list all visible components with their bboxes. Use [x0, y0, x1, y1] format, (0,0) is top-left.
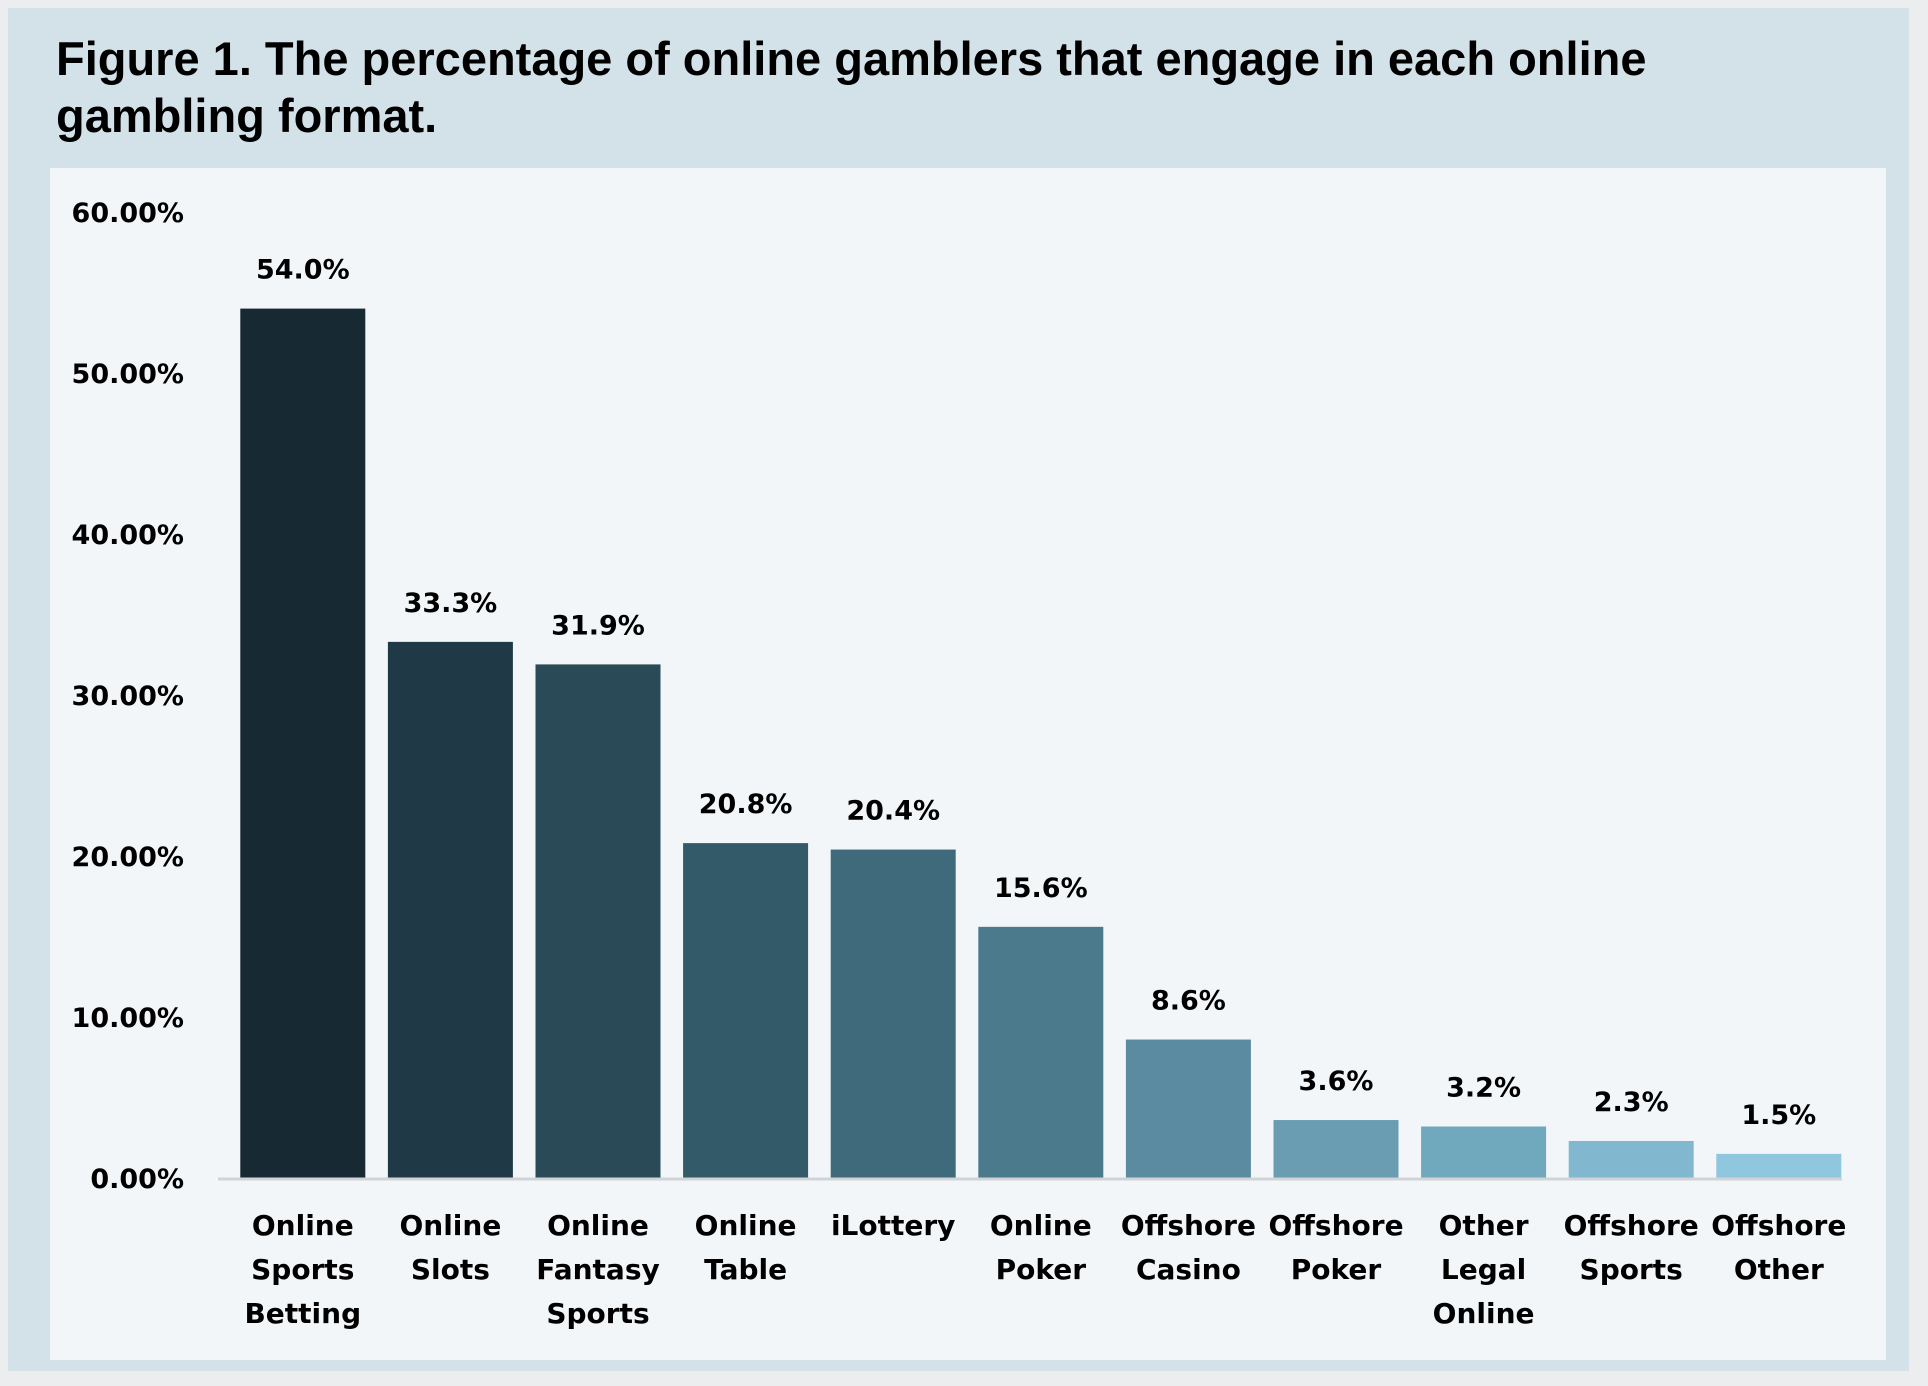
x-tick-label: Offshore	[1268, 1209, 1403, 1242]
data-label: 31.9%	[551, 610, 645, 641]
y-tick-label: 30.00%	[72, 681, 184, 712]
x-tick-label: Sports	[546, 1297, 649, 1330]
x-tick-label: Offshore	[1121, 1209, 1256, 1242]
y-tick-label: 50.00%	[72, 359, 184, 390]
x-tick-label: Online	[1433, 1297, 1535, 1330]
x-tick-label: Poker	[1291, 1253, 1382, 1286]
bar	[1421, 1126, 1547, 1178]
data-label: 20.4%	[846, 796, 940, 827]
x-tick-label: Online	[252, 1209, 354, 1242]
x-tick-label: Slots	[411, 1253, 490, 1286]
bar	[1125, 1039, 1251, 1178]
figure-frame: Figure 1. The percentage of online gambl…	[8, 8, 1909, 1371]
y-tick-label: 40.00%	[72, 520, 184, 551]
data-label: 33.3%	[404, 588, 498, 619]
x-tick-label: Offshore	[1564, 1209, 1699, 1242]
data-label: 20.8%	[699, 789, 793, 820]
x-tick-label: Online	[990, 1209, 1092, 1242]
figure-title: Figure 1. The percentage of online gambl…	[56, 32, 1647, 142]
x-tick-label: Betting	[244, 1297, 361, 1330]
data-label: 2.3%	[1594, 1087, 1669, 1118]
x-tick-label: Other	[1439, 1209, 1529, 1242]
y-tick-label: 10.00%	[72, 1003, 184, 1034]
x-tick-label: Legal	[1441, 1253, 1526, 1286]
bar	[978, 926, 1104, 1178]
x-tick-label: Table	[704, 1253, 787, 1286]
x-tick-label: Online	[399, 1209, 501, 1242]
bar	[535, 664, 661, 1178]
y-tick-label: 60.00%	[72, 198, 184, 229]
y-tick-label: 0.00%	[90, 1164, 184, 1195]
x-tick-label: iLottery	[831, 1209, 956, 1242]
bar	[1568, 1140, 1694, 1178]
bar	[830, 849, 956, 1178]
x-tick-label: Fantasy	[536, 1253, 660, 1286]
data-label: 3.2%	[1446, 1072, 1521, 1103]
bar	[387, 641, 513, 1178]
chart-panel: 0.00% 10.00% 20.00% 30.00% 40.00% 50.00% 60.00…	[50, 168, 1886, 1360]
data-label: 15.6%	[994, 873, 1088, 904]
bar	[683, 843, 809, 1178]
x-tick-label: Sports	[251, 1253, 354, 1286]
bar	[1273, 1120, 1399, 1178]
data-label: 1.5%	[1741, 1100, 1816, 1131]
bar	[1716, 1153, 1842, 1178]
data-label: 3.6%	[1299, 1066, 1374, 1097]
x-tick-label: Poker	[996, 1253, 1087, 1286]
x-tick-label: Online	[695, 1209, 797, 1242]
data-label: 54.0%	[256, 255, 350, 286]
x-tick-label: Casino	[1136, 1253, 1241, 1286]
x-tick-label: Other	[1734, 1253, 1824, 1286]
x-tick-label: Offshore	[1711, 1209, 1846, 1242]
bar-chart: 0.00% 10.00% 20.00% 30.00% 40.00% 50.00% 60.00…	[72, 198, 1847, 1330]
y-tick-label: 20.00%	[72, 842, 184, 873]
x-tick-label: Online	[547, 1209, 649, 1242]
data-label: 8.6%	[1151, 986, 1226, 1017]
bar	[240, 308, 366, 1179]
x-tick-label: Sports	[1580, 1253, 1683, 1286]
